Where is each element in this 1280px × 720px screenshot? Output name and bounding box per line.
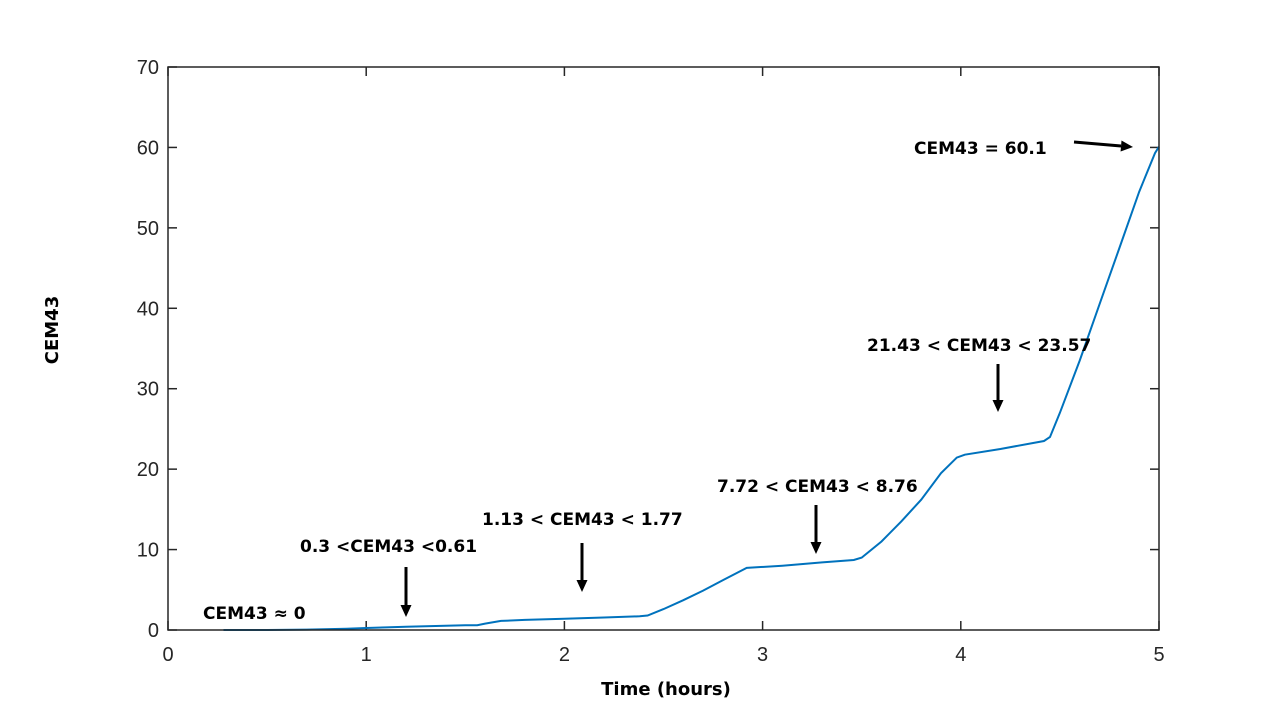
y-tick-label-6: 60	[137, 137, 159, 159]
annotation-arrow-shaft-0	[1073, 140, 1122, 148]
y-tick-label-3: 30	[137, 379, 159, 401]
annotation-arrow-head-2	[810, 542, 822, 554]
x-tick-label-5: 5	[1153, 644, 1164, 666]
y-tick-label-7: 70	[137, 57, 159, 79]
annotation-label-3: 1.13 < CEM43 < 1.77	[482, 510, 683, 530]
annotation-label-4: 0.3 <CEM43 <0.61	[300, 537, 477, 557]
y-tick-label-2: 20	[137, 459, 159, 481]
y-tick-label-0: 0	[148, 620, 159, 642]
x-tick-labels: 0 1 2 3 4 5	[162, 644, 1164, 666]
annotation-label-0: CEM43 = 60.1	[914, 139, 1047, 159]
annotations: CEM43 = 60.1 21.43 < CEM43 < 23.57 7.72 < …	[203, 139, 1133, 624]
y-tick-labels: 0 10 20 30 40 50 60 70	[137, 57, 159, 642]
annotation-label-5: CEM43 ≈ 0	[203, 604, 306, 624]
x-tick-label-1: 1	[361, 644, 372, 666]
annotation-arrow-head-1	[992, 400, 1004, 412]
x-tick-label-4: 4	[955, 644, 966, 666]
y-axis-title: CEM43	[42, 296, 63, 364]
x-tick-label-3: 3	[757, 644, 768, 666]
x-axis-title: Time (hours)	[601, 679, 731, 700]
plot-frame	[167, 66, 1160, 631]
annotation-label-1: 21.43 < CEM43 < 23.57	[867, 336, 1091, 356]
annotation-arrow-head-4	[400, 605, 412, 617]
y-tick-label-4: 40	[137, 298, 159, 320]
y-tick-label-1: 10	[137, 540, 159, 562]
x-tick-label-2: 2	[559, 644, 570, 666]
annotation-arrow-head-3	[576, 580, 588, 592]
annotation-label-2: 7.72 < CEM43 < 8.76	[717, 477, 918, 497]
annotation-arrow-head-0	[1120, 140, 1133, 152]
series-line-cem43	[223, 146, 1160, 631]
y-tick-label-5: 50	[137, 218, 159, 240]
x-tick-label-0: 0	[162, 644, 173, 666]
